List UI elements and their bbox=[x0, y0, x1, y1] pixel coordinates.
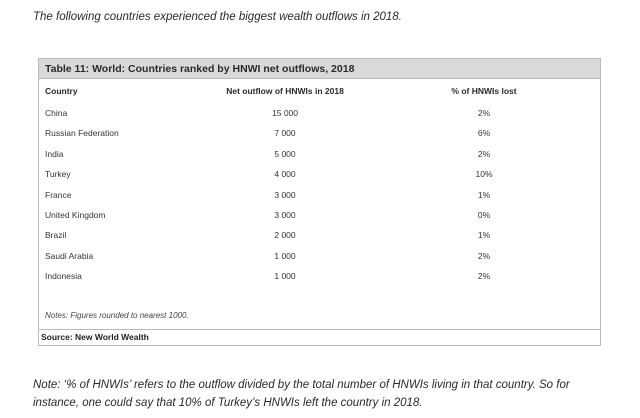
cell-outflow: 7 000 bbox=[274, 128, 296, 139]
cell-pct-lost: 1% bbox=[477, 230, 491, 241]
footnote: Note: ‘% of HNWIs’ refers to the outflow… bbox=[33, 377, 623, 412]
cell-country: Saudi Arabia bbox=[45, 250, 94, 261]
cell-pct-lost: 2% bbox=[477, 271, 491, 282]
table-source: Source: New World Wealth bbox=[39, 329, 600, 346]
cell-pct-lost: 10% bbox=[475, 169, 493, 180]
table-row: Saudi Arabia 1 000 2% bbox=[39, 251, 600, 271]
cell-pct-lost: 2% bbox=[477, 108, 491, 118]
table-row: Brazil 2 000 1% bbox=[39, 230, 600, 250]
cell-outflow: 2 000 bbox=[274, 230, 296, 241]
column-header-country: Country bbox=[45, 86, 78, 96]
cell-country: India bbox=[45, 148, 64, 159]
cell-country: France bbox=[45, 189, 72, 200]
cell-outflow: 1 000 bbox=[274, 250, 296, 261]
column-header-pct-lost: % of HNWIs lost bbox=[451, 86, 517, 96]
cell-country: Indonesia bbox=[45, 271, 82, 282]
cell-country: Brazil bbox=[45, 230, 67, 241]
cell-country: United Kingdom bbox=[45, 209, 106, 220]
cell-pct-lost: 2% bbox=[477, 250, 491, 261]
column-header-outflow: Net outflow of HNWIs in 2018 bbox=[226, 86, 344, 96]
cell-country: Russian Federation bbox=[45, 128, 119, 139]
table-row: Russian Federation 7 000 6% bbox=[39, 128, 600, 148]
cell-outflow: 3 000 bbox=[274, 189, 296, 200]
table-notes: Notes: Figures rounded to nearest 1000. bbox=[45, 311, 189, 320]
cell-pct-lost: 2% bbox=[477, 148, 491, 159]
hnwi-outflow-table: Table 11: World: Countries ranked by HNW… bbox=[38, 58, 601, 346]
table-row: France 3 000 1% bbox=[39, 190, 600, 210]
table-row: India 5 000 2% bbox=[39, 149, 600, 169]
footnote-line-2: instance, one could say that 10% of Turk… bbox=[33, 396, 423, 409]
table-row: China 15 000 2% bbox=[39, 108, 600, 128]
cell-outflow: 1 000 bbox=[274, 271, 296, 282]
table-row: Turkey 4 000 10% bbox=[39, 169, 600, 189]
table-title: Table 11: World: Countries ranked by HNW… bbox=[39, 59, 600, 79]
cell-pct-lost: 6% bbox=[477, 128, 491, 139]
cell-outflow: 4 000 bbox=[274, 169, 296, 180]
table-row: Indonesia 1 000 2% bbox=[39, 271, 600, 291]
table-body: China 15 000 2% Russian Federation 7 000… bbox=[39, 108, 600, 292]
cell-outflow: 3 000 bbox=[274, 209, 296, 220]
cell-pct-lost: 1% bbox=[477, 189, 491, 200]
table-row: United Kingdom 3 000 0% bbox=[39, 210, 600, 230]
footnote-line-1: Note: ‘% of HNWIs’ refers to the outflow… bbox=[33, 379, 570, 391]
cell-country: China bbox=[45, 108, 68, 118]
intro-text: The following countries experienced the … bbox=[33, 11, 402, 23]
cell-outflow: 15 000 bbox=[272, 108, 298, 118]
cell-country: Turkey bbox=[45, 169, 71, 180]
cell-outflow: 5 000 bbox=[274, 148, 296, 159]
cell-pct-lost: 0% bbox=[477, 209, 491, 220]
